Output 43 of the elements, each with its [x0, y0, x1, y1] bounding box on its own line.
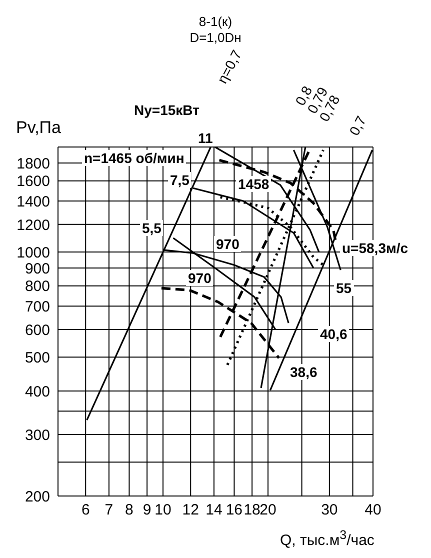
- x-tick-label: 9: [142, 502, 152, 519]
- annotation: 55: [336, 280, 352, 296]
- x-tick-label: 6: [81, 502, 90, 519]
- x-tick-label: 7: [104, 502, 114, 519]
- y-tick-label: 800: [24, 278, 50, 296]
- chart-title: 8-1(к): [198, 14, 232, 29]
- annotation: 1458: [238, 176, 270, 192]
- annotation: 5,5: [142, 220, 162, 236]
- text: 11: [198, 130, 213, 146]
- y-tick-label: 900: [24, 260, 50, 278]
- y-axis-title: Pv,Па: [16, 118, 61, 137]
- y-tick-label: 700: [24, 298, 50, 316]
- x-tick-label: 14: [206, 502, 222, 519]
- x-tick-label: 10: [154, 502, 172, 519]
- annotation: 38,6: [290, 364, 318, 380]
- y-tick-label: 1600: [16, 173, 50, 190]
- x-tick-label: 18: [244, 502, 260, 519]
- y-tick-label: 1000: [16, 244, 50, 262]
- y-tick-label: 1200: [16, 216, 50, 234]
- annotation: 7,5: [170, 172, 190, 188]
- y-tick-label: 200: [24, 488, 50, 506]
- x-tick-label: 12: [182, 502, 199, 519]
- y-tick-label: 1800: [16, 155, 50, 172]
- chart-subtitle: D=1,0Dн: [190, 30, 242, 45]
- x-axis-title: Q, тыс.м$^{3}$/час: [280, 528, 374, 549]
- x-tick-label: 8: [125, 502, 134, 519]
- text: Ny=15кВт: [134, 102, 200, 118]
- x-tick-label: 30: [321, 502, 338, 519]
- x-tick-label: 40: [364, 502, 382, 519]
- annotation: 970: [188, 270, 212, 286]
- y-tick-label: 300: [24, 426, 50, 444]
- y-tick-label: 500: [24, 349, 50, 366]
- annotation: 970: [216, 236, 240, 252]
- y-tick-label: 1400: [16, 193, 50, 210]
- x-tick-label: 20: [260, 502, 276, 519]
- x-tick-label: 16: [226, 502, 243, 519]
- y-tick-label: 400: [24, 383, 50, 400]
- text: η=0,7: [214, 47, 245, 86]
- annotation: n=1465 об/мин: [84, 150, 184, 166]
- annotation: 40,6: [320, 326, 348, 342]
- y-tick-label: 600: [24, 322, 50, 339]
- text: 0,7: [346, 113, 370, 138]
- annotation: u=58,3м/с: [342, 240, 408, 256]
